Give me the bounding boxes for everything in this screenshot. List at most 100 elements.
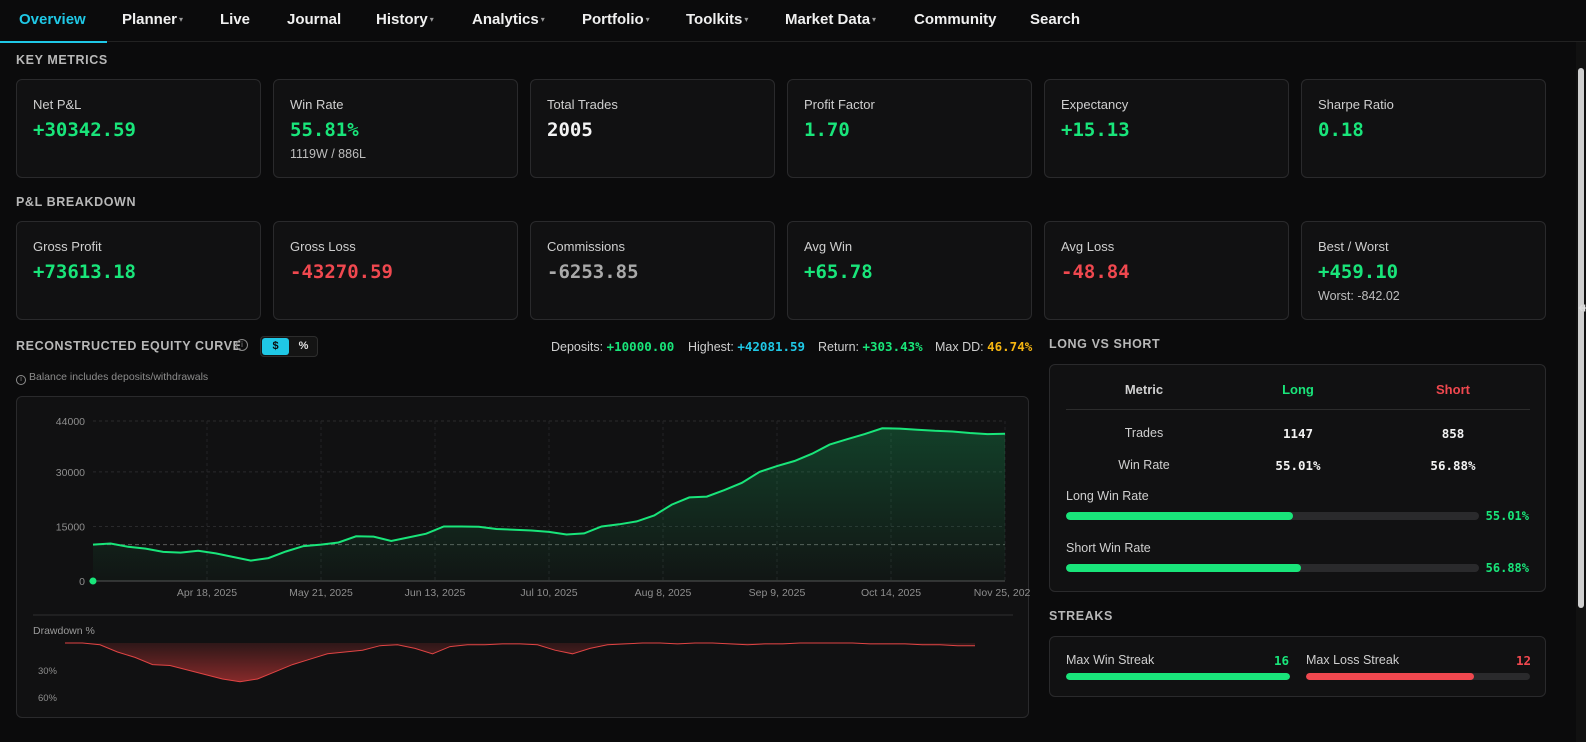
streaks-title: STREAKS: [1049, 609, 1113, 623]
toggle-dollar-button[interactable]: $: [262, 338, 289, 355]
deposits-value: +10000.00: [606, 339, 675, 354]
streaks-panel: Max Win Streak 16 Max Loss Streak 12: [1049, 636, 1546, 697]
nav-analytics[interactable]: Analytics ▾: [472, 0, 545, 41]
chevron-down-icon: ▾: [872, 15, 877, 25]
toggle-percent-button[interactable]: %: [298, 340, 309, 352]
nav-portfolio-label: Portfolio: [582, 11, 644, 28]
card-sub: Worst: -842.02: [1318, 289, 1400, 303]
card-label: Commissions: [547, 239, 626, 254]
nav-history-label: History: [376, 11, 428, 28]
x-tick-label: Oct 14, 2025: [861, 587, 921, 599]
nav-search[interactable]: Search: [1030, 0, 1080, 41]
chevron-down-icon: ▾: [429, 15, 434, 25]
y-tick-label: 30000: [56, 467, 85, 479]
long-winrate-fill: [1066, 512, 1294, 520]
pnl_breakdown-card: Gross Profit +73613.18: [16, 221, 261, 320]
divider: [1066, 409, 1530, 410]
nav-toolkits[interactable]: Toolkits ▾: [686, 0, 748, 41]
chevron-down-icon: ▾: [744, 15, 749, 25]
maxdd-value: 46.74%: [987, 339, 1033, 354]
card-label: Sharpe Ratio: [1318, 97, 1394, 112]
nav-history[interactable]: History ▾: [376, 0, 434, 41]
return-value: +303.43%: [862, 339, 923, 354]
return-label: Return:: [818, 340, 859, 354]
chevron-down-icon: ▾: [540, 15, 545, 25]
resize-cursor-icon: ⇹: [1578, 300, 1586, 317]
x-tick-label: Nov 25, 2025: [974, 587, 1030, 599]
short-winrate-bar: [1066, 564, 1479, 572]
nav-market-data-label: Market Data: [785, 11, 871, 28]
drawdown-tick-label: 30%: [38, 666, 58, 677]
nav-journal[interactable]: Journal: [287, 0, 341, 41]
unit-toggle: $ %: [260, 336, 318, 357]
x-tick-label: Sep 9, 2025: [749, 587, 806, 599]
nav-community-label: Community: [914, 11, 997, 28]
pnl-breakdown-title: P&L BREAKDOWN: [16, 195, 137, 209]
balance-note: i Balance includes deposits/withdrawals: [16, 371, 208, 385]
nav-market-data[interactable]: Market Data ▾: [785, 0, 876, 41]
key_metrics-card: Win Rate 55.81% 1119W / 886L: [273, 79, 518, 178]
key_metrics-card: Expectancy +15.13: [1044, 79, 1289, 178]
scrollbar-thumb[interactable]: [1578, 68, 1584, 608]
nav-overview-label: Overview: [19, 11, 86, 28]
nav-search-label: Search: [1030, 11, 1081, 28]
nav-planner[interactable]: Planner ▾: [122, 0, 183, 41]
card-label: Expectancy: [1061, 97, 1129, 112]
card-label: Net P&L: [33, 97, 82, 112]
scrollbar[interactable]: [1576, 42, 1586, 742]
max-loss-streak-fill: [1306, 673, 1474, 680]
long-winrate-label: Long Win Rate: [1066, 489, 1149, 503]
max-win-streak-fill: [1066, 673, 1290, 680]
card-value: 55.81%: [290, 119, 359, 141]
card-label: Gross Profit: [33, 239, 102, 254]
card-value: +73613.18: [33, 261, 136, 283]
key_metrics-card: Net P&L +30342.59: [16, 79, 261, 178]
key_metrics-card: Profit Factor 1.70: [787, 79, 1032, 178]
row-trades-short: 858: [1441, 426, 1465, 441]
info-icon[interactable]: i: [236, 339, 248, 351]
metric-header: Metric: [1124, 382, 1164, 397]
key-metrics-title: KEY METRICS: [16, 53, 108, 67]
card-value: 0.18: [1318, 119, 1364, 141]
highest-stat: Highest: +42081.59: [688, 339, 805, 354]
nav-overview[interactable]: Overview: [0, 0, 107, 43]
row-winrate-long: 55.01%: [1275, 458, 1321, 473]
x-tick-label: May 21, 2025: [289, 587, 353, 599]
long-winrate-pct: 55.01%: [1485, 509, 1529, 523]
maxdd-label: Max DD:: [935, 340, 984, 354]
highest-label: Highest:: [688, 340, 734, 354]
nav-portfolio[interactable]: Portfolio ▾: [582, 0, 650, 41]
row-winrate-label: Win Rate: [1118, 458, 1170, 472]
nav-planner-label: Planner: [122, 11, 178, 28]
card-value: +65.78: [804, 261, 873, 283]
row-winrate-short: 56.88%: [1430, 458, 1476, 473]
key_metrics-card: Sharpe Ratio 0.18: [1301, 79, 1546, 178]
deposits-stat: Deposits: +10000.00: [551, 339, 674, 354]
nav-journal-label: Journal: [287, 11, 342, 28]
long-header: Long: [1282, 382, 1314, 397]
max-loss-streak-label: Max Loss Streak: [1306, 653, 1400, 667]
card-label: Best / Worst: [1318, 239, 1389, 254]
short-winrate-label: Short Win Rate: [1066, 541, 1151, 555]
long-winrate-bar: [1066, 512, 1479, 520]
y-tick-label: 15000: [56, 521, 85, 533]
card-label: Gross Loss: [290, 239, 356, 254]
chevron-down-icon: ▾: [179, 15, 184, 25]
x-tick-label: Apr 18, 2025: [177, 587, 237, 599]
nav-live[interactable]: Live: [220, 0, 250, 41]
card-value: -43270.59: [290, 261, 393, 283]
card-label: Win Rate: [290, 97, 344, 112]
max-loss-streak-bar: [1306, 673, 1530, 680]
pnl_breakdown-card: Gross Loss -43270.59: [273, 221, 518, 320]
y-tick-label: 44000: [56, 416, 85, 428]
x-tick-label: Jul 10, 2025: [520, 587, 577, 599]
highest-value: +42081.59: [737, 339, 806, 354]
equity-chart-panel: 44000 30000 15000 0 Apr 18, 2025 May 21, 2025…: [16, 396, 1030, 718]
max-win-streak-label: Max Win Streak: [1066, 653, 1155, 667]
row-trades-long: 1147: [1282, 426, 1314, 441]
nav-analytics-label: Analytics: [472, 11, 539, 28]
nav-community[interactable]: Community: [914, 0, 997, 41]
card-value: 2005: [547, 119, 593, 141]
pnl_breakdown-card: Avg Loss -48.84: [1044, 221, 1289, 320]
max-win-streak-value: 16: [1274, 653, 1290, 668]
